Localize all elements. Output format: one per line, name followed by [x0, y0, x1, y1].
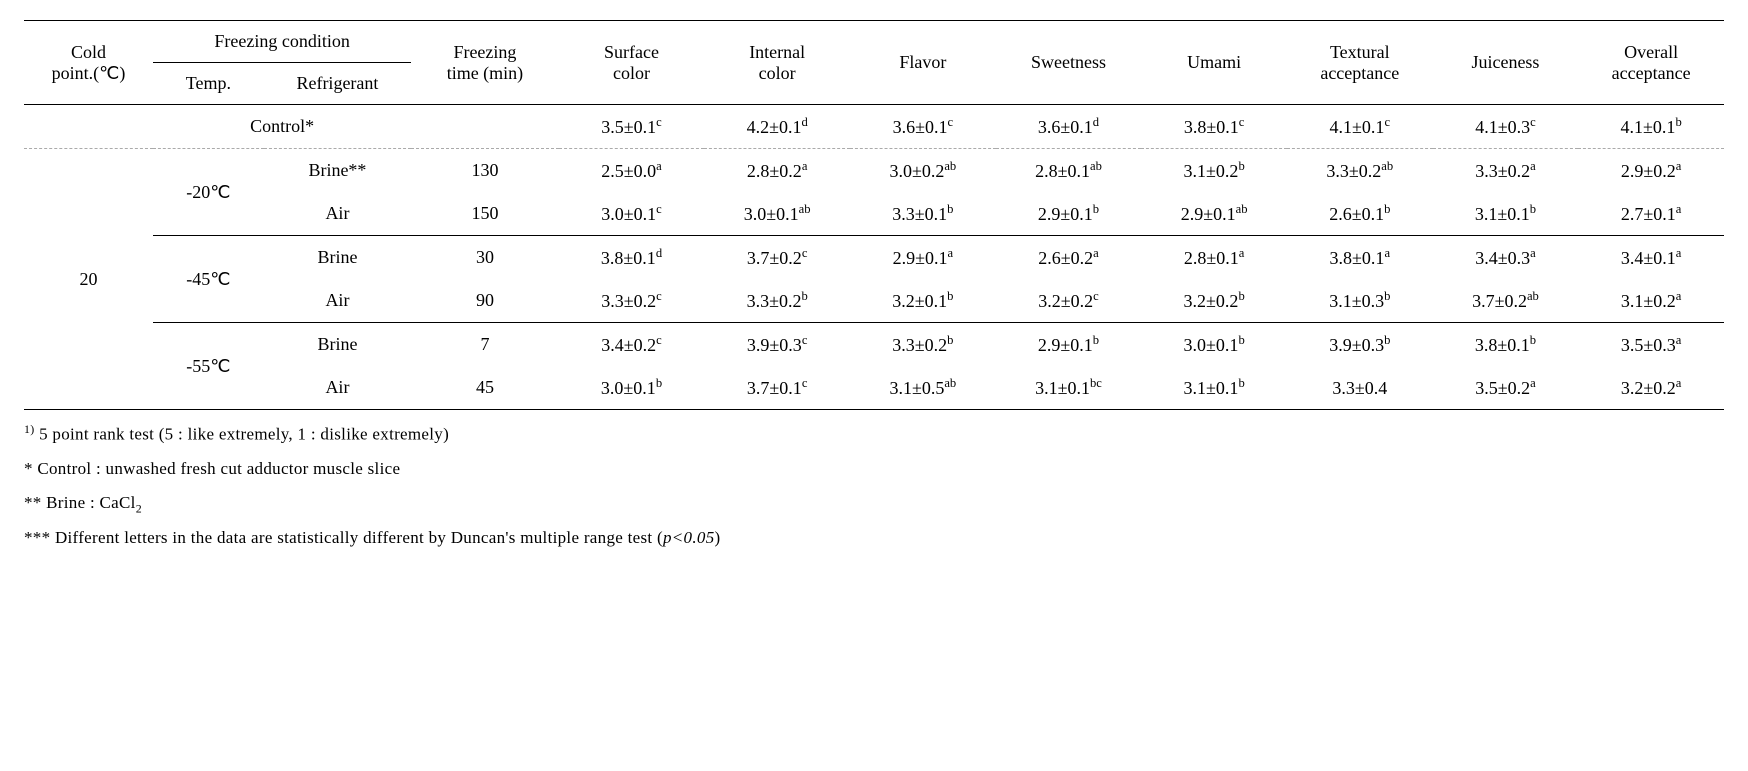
refrigerant-cell: Brine [264, 236, 412, 280]
col-umami: Umami [1141, 21, 1287, 105]
col-refrigerant: Refrigerant [264, 63, 412, 105]
footnote-1: 1) 5 point rank test (5 : like extremely… [24, 418, 1724, 451]
cell: 2.8±0.1ab [996, 149, 1142, 193]
refrigerant-cell: Brine [264, 323, 412, 367]
refrigerant-cell: Air [264, 192, 412, 236]
table-row: Air 150 3.0±0.1c 3.0±0.1ab 3.3±0.1b 2.9±… [24, 192, 1724, 236]
table-row: -55℃ Brine 7 3.4±0.2c 3.9±0.3c 3.3±0.2b … [24, 323, 1724, 367]
cell: 4.1±0.1b [1578, 105, 1724, 149]
cell: 3.0±0.1c [559, 192, 705, 236]
cell: 3.9±0.3b [1287, 323, 1433, 367]
cell: 3.3±0.2c [559, 279, 705, 323]
cell: 3.3±0.2b [704, 279, 850, 323]
cell: 3.2±0.1b [850, 279, 996, 323]
time-cell: 150 [411, 192, 559, 236]
cell: 3.3±0.2ab [1287, 149, 1433, 193]
cell: 3.3±0.2a [1433, 149, 1579, 193]
cell: 3.6±0.1d [996, 105, 1142, 149]
footnote-2: * Control : unwashed fresh cut adductor … [24, 453, 1724, 485]
time-cell: 130 [411, 149, 559, 193]
cell: 2.6±0.1b [1287, 192, 1433, 236]
cell: 3.1±0.1bc [996, 366, 1142, 410]
cell: 2.9±0.1ab [1141, 192, 1287, 236]
col-flavor: Flavor [850, 21, 996, 105]
cell: 2.5±0.0a [559, 149, 705, 193]
cell: 4.2±0.1d [704, 105, 850, 149]
time-cell: 45 [411, 366, 559, 410]
cell: 3.8±0.1b [1433, 323, 1579, 367]
col-freezing-condition: Freezing condition [153, 21, 411, 63]
cell: 3.8±0.1a [1287, 236, 1433, 280]
col-textural: Textural acceptance [1287, 21, 1433, 105]
cell: 3.3±0.4 [1287, 366, 1433, 410]
cold-point-value: 20 [24, 149, 153, 410]
col-freezing-time: Freezing time (min) [411, 21, 559, 105]
cell: 3.4±0.2c [559, 323, 705, 367]
col-sweetness: Sweetness [996, 21, 1142, 105]
col-surface-color: Surface color [559, 21, 705, 105]
cell: 2.9±0.1b [996, 323, 1142, 367]
cell: 2.9±0.2a [1578, 149, 1724, 193]
time-cell: 30 [411, 236, 559, 280]
cell: 4.1±0.1c [1287, 105, 1433, 149]
cell: 3.3±0.1b [850, 192, 996, 236]
table-row: 20 -20℃ Brine** 130 2.5±0.0a 2.8±0.2a 3.… [24, 149, 1724, 193]
cell: 2.8±0.1a [1141, 236, 1287, 280]
refrigerant-cell: Air [264, 366, 412, 410]
footnotes: 1) 5 point rank test (5 : like extremely… [24, 418, 1724, 555]
cell: 3.7±0.2ab [1433, 279, 1579, 323]
cell: 2.6±0.2a [996, 236, 1142, 280]
cell: 2.8±0.2a [704, 149, 850, 193]
table-row: Air 45 3.0±0.1b 3.7±0.1c 3.1±0.5ab 3.1±0… [24, 366, 1724, 410]
cell: 3.1±0.1b [1433, 192, 1579, 236]
cell: 3.0±0.1b [1141, 323, 1287, 367]
cell: 3.7±0.1c [704, 366, 850, 410]
cell: 3.4±0.1a [1578, 236, 1724, 280]
cell: 3.1±0.5ab [850, 366, 996, 410]
cell: 3.1±0.3b [1287, 279, 1433, 323]
col-cold-point: Cold point.(℃) [24, 21, 153, 105]
table-row: Control* 3.5±0.1c 4.2±0.1d 3.6±0.1c 3.6±… [24, 105, 1724, 149]
control-label: Control* [153, 105, 411, 149]
sensory-evaluation-table: Cold point.(℃) Freezing condition Freezi… [24, 20, 1724, 410]
cell: 3.6±0.1c [850, 105, 996, 149]
cell: 3.0±0.2ab [850, 149, 996, 193]
cell: 3.5±0.3a [1578, 323, 1724, 367]
cell: 3.0±0.1ab [704, 192, 850, 236]
temp-cell: -20℃ [153, 149, 264, 236]
cell: 3.1±0.1b [1141, 366, 1287, 410]
cell: 4.1±0.3c [1433, 105, 1579, 149]
cell: 3.2±0.2c [996, 279, 1142, 323]
table-row: Air 90 3.3±0.2c 3.3±0.2b 3.2±0.1b 3.2±0.… [24, 279, 1724, 323]
col-overall: Overall acceptance [1578, 21, 1724, 105]
table-row: -45℃ Brine 30 3.8±0.1d 3.7±0.2c 2.9±0.1a… [24, 236, 1724, 280]
cell: 3.8±0.1d [559, 236, 705, 280]
cell: 3.4±0.3a [1433, 236, 1579, 280]
col-temp: Temp. [153, 63, 264, 105]
cell: 3.2±0.2b [1141, 279, 1287, 323]
temp-cell: -45℃ [153, 236, 264, 323]
cell: 2.9±0.1a [850, 236, 996, 280]
col-internal-color: Internal color [704, 21, 850, 105]
footnote-4: *** Different letters in the data are st… [24, 522, 1724, 554]
cell: 3.2±0.2a [1578, 366, 1724, 410]
cell: 3.8±0.1c [1141, 105, 1287, 149]
cell: 3.0±0.1b [559, 366, 705, 410]
cell: 3.1±0.2a [1578, 279, 1724, 323]
temp-cell: -55℃ [153, 323, 264, 410]
time-cell: 7 [411, 323, 559, 367]
cell: 3.3±0.2b [850, 323, 996, 367]
footnote-3: ** Brine : CaCl2 [24, 487, 1724, 520]
cell: 2.7±0.1a [1578, 192, 1724, 236]
cell: 3.9±0.3c [704, 323, 850, 367]
cell: 3.7±0.2c [704, 236, 850, 280]
cell: 2.9±0.1b [996, 192, 1142, 236]
cell: 3.5±0.1c [559, 105, 705, 149]
refrigerant-cell: Air [264, 279, 412, 323]
refrigerant-cell: Brine** [264, 149, 412, 193]
time-cell: 90 [411, 279, 559, 323]
cell: 3.1±0.2b [1141, 149, 1287, 193]
col-juiciness: Juiceness [1433, 21, 1579, 105]
cell: 3.5±0.2a [1433, 366, 1579, 410]
